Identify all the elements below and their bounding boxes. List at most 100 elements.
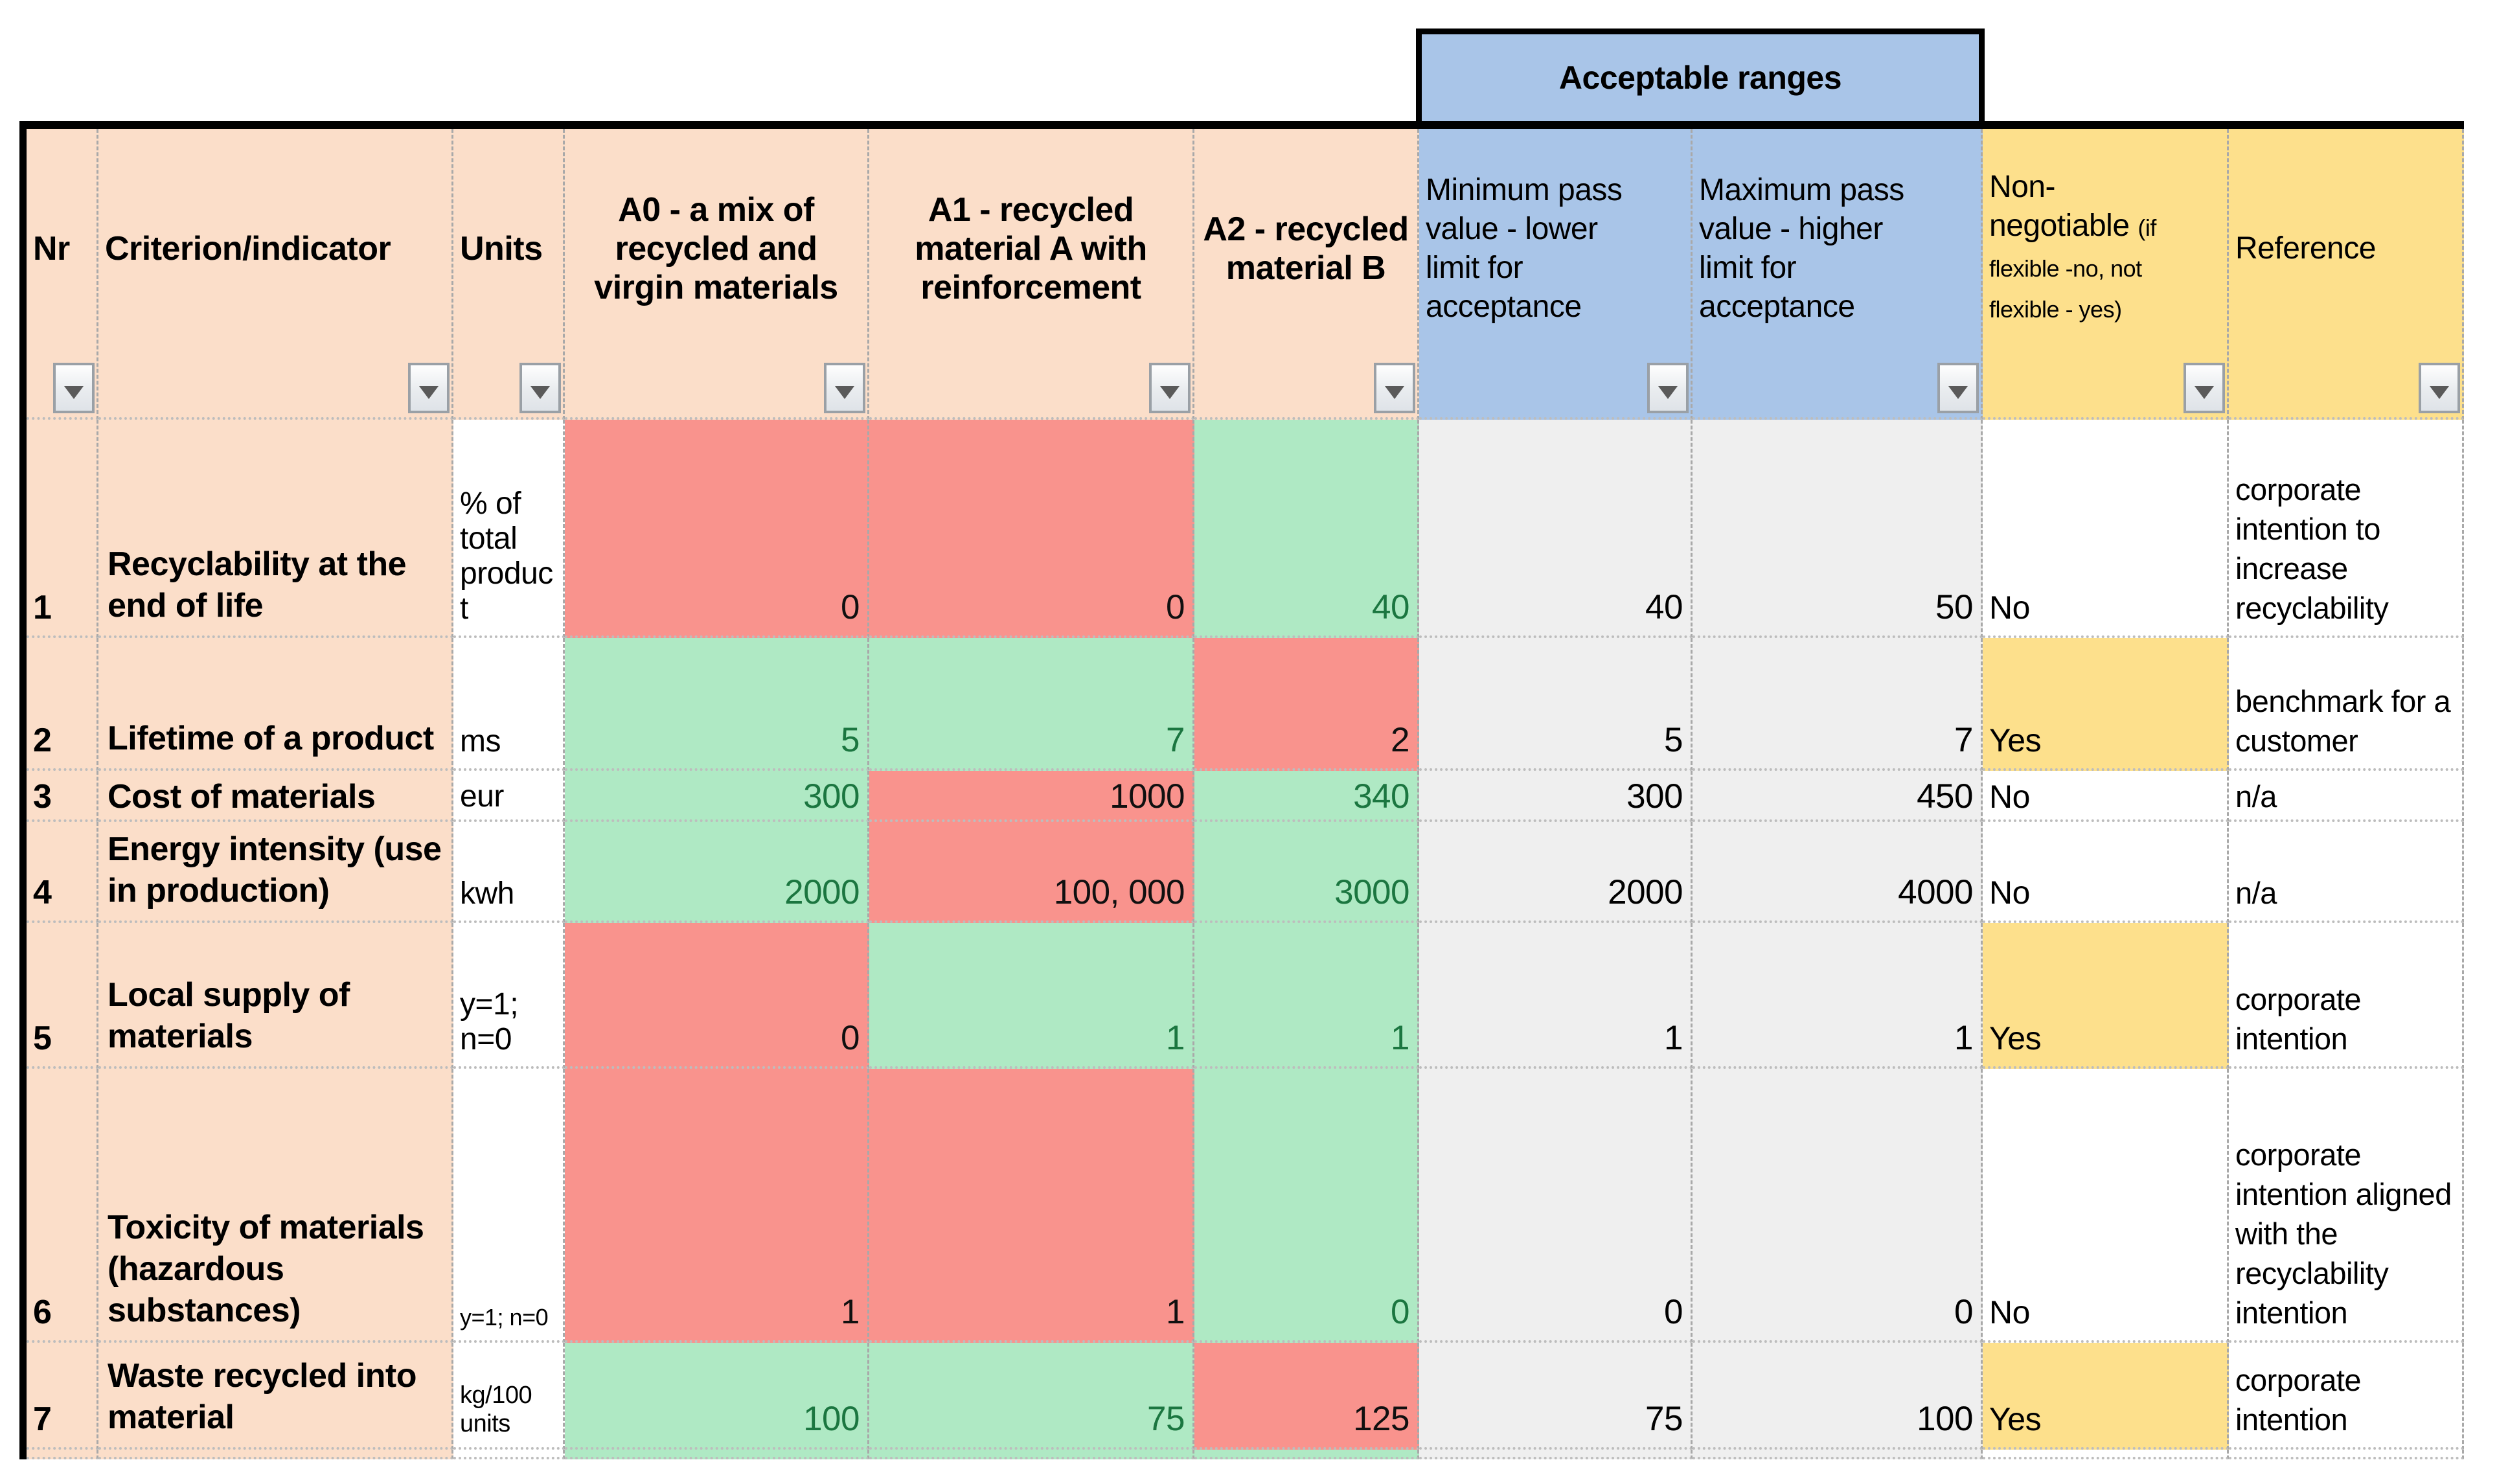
reference-cell: n/a [2229,822,2464,923]
chevron-down-icon [2195,386,2214,399]
nr-cell: 7 [27,1343,98,1450]
max-pass-cell: 7 [1693,638,1983,771]
non-negotiable-note: (if flexible -no, not flexible - yes) [1989,214,2156,323]
col-header-reference: Reference [2229,129,2464,420]
chevron-down-icon [2430,386,2449,399]
non-negotiable-cell: No [1983,771,2229,822]
criterion-cell: Energy intensity (use in production) [98,822,453,923]
a0-value-cell: 0 [565,923,869,1069]
partial-row-cell [1419,1450,1693,1459]
partial-row-cell [565,1450,869,1459]
a1-value-cell: 0 [869,420,1194,638]
chevron-down-icon [1658,386,1678,399]
filter-dropdown-button[interactable] [1937,363,1979,413]
nr-cell: 4 [27,822,98,923]
filter-dropdown-button[interactable] [1647,363,1689,413]
filter-dropdown-button[interactable] [1149,363,1191,413]
nr-cell: 3 [27,771,98,822]
units-cell: y=1; n=0 [453,923,565,1069]
filter-dropdown-button[interactable] [53,363,95,413]
criterion-cell: Cost of materials [98,771,453,822]
units-cell: eur [453,771,565,822]
col-header-a0-label: A0 - a mix of recycled and virgin materi… [594,190,838,306]
min-pass-cell: 300 [1419,771,1693,822]
a0-value-cell: 1 [565,1069,869,1343]
a0-value-cell: 5 [565,638,869,771]
partial-row-cell [1983,1450,2229,1459]
chevron-down-icon [530,386,550,399]
col-header-units: Units [453,129,565,420]
filter-dropdown-button[interactable] [824,363,865,413]
col-header-nr-label: Nr [33,229,70,268]
acceptable-ranges-label: Acceptable ranges [1558,60,1842,96]
reference-cell: corporate intention to increase recyclab… [2229,420,2464,638]
a1-value-cell: 75 [869,1343,1194,1450]
acceptable-ranges-banner: Acceptable ranges [1416,29,1985,127]
chevron-down-icon [835,386,854,399]
filter-dropdown-button[interactable] [1374,363,1415,413]
non-negotiable-cell: No [1983,420,2229,638]
min-pass-cell: 1 [1419,923,1693,1069]
criterion-cell: Recyclability at the end of life [98,420,453,638]
non-negotiable-cell: No [1983,1069,2229,1343]
col-header-max-pass-label: Maximum pass value - higher limit for ac… [1699,172,1904,324]
col-header-min-pass-label: Minimum pass value - lower limit for acc… [1426,172,1623,324]
col-header-min-pass: Minimum pass value - lower limit for acc… [1419,129,1693,420]
filter-dropdown-button[interactable] [2419,363,2460,413]
criterion-cell: Waste recycled into material [98,1343,453,1450]
partial-row-cell [453,1450,565,1459]
min-pass-cell: 40 [1419,420,1693,638]
reference-cell: corporate intention [2229,1343,2464,1450]
partial-row-cell [27,1450,98,1459]
col-header-a1: A1 - recycled material A with reinforcem… [869,129,1194,420]
col-header-non-negotiable-label: Non-negotiable (if flexible -no, not fle… [1989,170,2156,323]
min-pass-cell: 2000 [1419,822,1693,923]
chevron-down-icon [1385,386,1404,399]
max-pass-cell: 50 [1693,420,1983,638]
a0-value-cell: 0 [565,420,869,638]
units-cell: % of total product [453,420,565,638]
a2-value-cell: 340 [1194,771,1419,822]
non-negotiable-cell: Yes [1983,923,2229,1069]
a2-value-cell: 40 [1194,420,1419,638]
a1-value-cell: 100, 000 [869,822,1194,923]
min-pass-cell: 75 [1419,1343,1693,1450]
max-pass-cell: 4000 [1693,822,1983,923]
units-cell: kg/100 units [453,1343,565,1450]
criteria-table: Nr Criterion/indicator Units A0 - a mix … [19,121,2464,1459]
nr-cell: 2 [27,638,98,771]
a2-value-cell: 1 [1194,923,1419,1069]
col-header-criterion: Criterion/indicator [98,129,453,420]
criterion-cell: Lifetime of a product [98,638,453,771]
partial-row-cell [2229,1450,2464,1459]
units-cell: ms [453,638,565,771]
min-pass-cell: 0 [1419,1069,1693,1343]
filter-dropdown-button[interactable] [408,363,450,413]
units-cell: y=1; n=0 [453,1069,565,1343]
a2-value-cell: 3000 [1194,822,1419,923]
a2-value-cell: 125 [1194,1343,1419,1450]
max-pass-cell: 450 [1693,771,1983,822]
partial-row-cell [1194,1450,1419,1459]
max-pass-cell: 100 [1693,1343,1983,1450]
a0-value-cell: 300 [565,771,869,822]
partial-row-cell [98,1450,453,1459]
chevron-down-icon [64,386,84,399]
reference-cell: benchmark for a customer [2229,638,2464,771]
reference-cell: corporate intention aligned with the rec… [2229,1069,2464,1343]
reference-cell: n/a [2229,771,2464,822]
col-header-reference-label: Reference [2235,231,2376,266]
filter-dropdown-button[interactable] [2183,363,2225,413]
nr-cell: 6 [27,1069,98,1343]
col-header-a2-label: A2 - recycled material B [1203,210,1409,287]
non-negotiable-cell: Yes [1983,638,2229,771]
nr-cell: 5 [27,923,98,1069]
non-negotiable-cell: Yes [1983,1343,2229,1450]
partial-row-cell [1693,1450,1983,1459]
filter-dropdown-button[interactable] [519,363,561,413]
max-pass-cell: 1 [1693,923,1983,1069]
col-header-nr: Nr [27,129,98,420]
a1-value-cell: 1000 [869,771,1194,822]
col-header-units-label: Units [460,229,543,268]
